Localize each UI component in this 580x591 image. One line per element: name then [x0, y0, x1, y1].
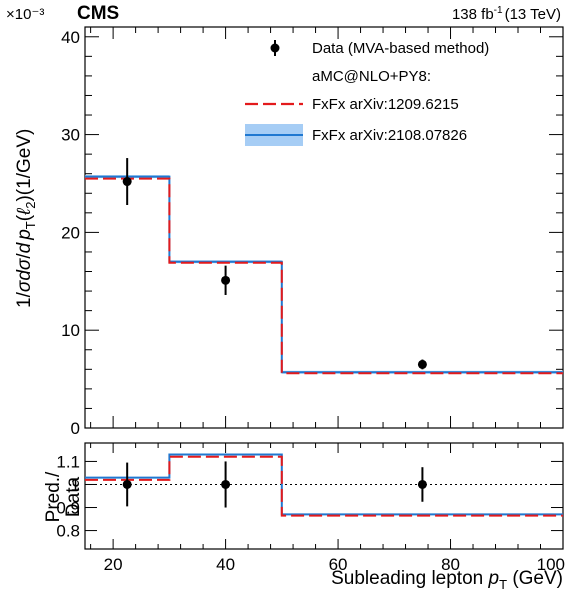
- x-tick-labels: 20 40 60 80 100: [104, 555, 565, 574]
- y-tick-label: 30: [61, 126, 80, 145]
- ratio-point: [221, 479, 231, 489]
- ratio-y-title-line2: Data: [63, 477, 84, 518]
- uncertainty-band-group: [85, 175, 563, 374]
- series-blue-group: [85, 175, 563, 374]
- main-frame: [84, 26, 564, 429]
- legend-entry-blue: FxFx arXiv:2108.07826: [245, 124, 467, 146]
- y-tick-label: 0: [71, 419, 80, 438]
- ratio-panel: 0.8 0.9 1 1.1 Pred./ Data: [43, 442, 564, 550]
- data-point: [221, 275, 231, 285]
- legend-entry-data: Data (MVA-based method): [270, 40, 489, 57]
- ratio-series-red-group: [85, 455, 563, 517]
- x-tick-label: 60: [329, 555, 348, 574]
- y-tick-label: 10: [61, 321, 80, 340]
- data-point: [417, 359, 427, 369]
- series-line-red: [85, 177, 563, 375]
- ratio-ticks: 0.8 0.9 1 1.1: [56, 443, 564, 549]
- ratio-point: [417, 479, 427, 489]
- ratio-point: [122, 479, 132, 489]
- x-axis-title: Subleading lepton pT (GeV): [331, 568, 563, 591]
- ratio-frame: [84, 442, 564, 550]
- ratio-y-tick-label: 1: [71, 475, 80, 494]
- x-tick-label: 80: [441, 555, 460, 574]
- legend-heading: aMC@NLO+PY8:: [312, 68, 431, 85]
- y-tick-label: 40: [61, 28, 80, 47]
- main-y-axis-title: 1/σdσ/dpT(ℓ2)(1/GeV): [14, 129, 38, 308]
- ratio-y-title-line1: Pred./: [43, 471, 64, 522]
- experiment-label: CMS: [77, 3, 119, 24]
- ratio-y-tick-label: 0.8: [56, 522, 80, 541]
- ratio-line-blue: [85, 453, 563, 516]
- y-tick-label: 20: [61, 223, 80, 242]
- ratio-series-blue-group: [85, 453, 563, 516]
- ratio-y-tick-label: 0.9: [56, 499, 80, 518]
- legend-label-blue: FxFx arXiv:2108.07826: [312, 127, 467, 144]
- legend-label-data: Data (MVA-based method): [312, 40, 489, 57]
- x-tick-label: 20: [104, 555, 123, 574]
- luminosity-label: 138 fb-1 (13 TeV): [452, 5, 561, 23]
- main-panel: 0 10 20 30 40 1/σdσ/dpT(ℓ2)(1/GeV) Data (MVA…: [14, 26, 564, 438]
- ratio-line-red: [85, 455, 563, 517]
- ratio-y-tick-label: 1.1: [56, 452, 80, 471]
- legend: Data (MVA-based method) aMC@NLO+PY8: FxF…: [245, 40, 489, 146]
- legend-entry-red: FxFx arXiv:1209.6215: [245, 96, 459, 113]
- x-tick-label: 40: [216, 555, 235, 574]
- ratio-data-points: [122, 461, 427, 508]
- series-line-blue: [85, 175, 563, 374]
- x-tick-label: 100: [537, 555, 565, 574]
- legend-label-red: FxFx arXiv:1209.6215: [312, 96, 459, 113]
- legend-marker-data: [270, 43, 280, 53]
- data-points: [122, 158, 427, 370]
- data-point: [122, 177, 132, 187]
- y-exponent: ×10⁻³: [6, 6, 44, 23]
- main-ticks: 0 10 20 30 40: [61, 27, 564, 438]
- series-red-group: [85, 177, 563, 375]
